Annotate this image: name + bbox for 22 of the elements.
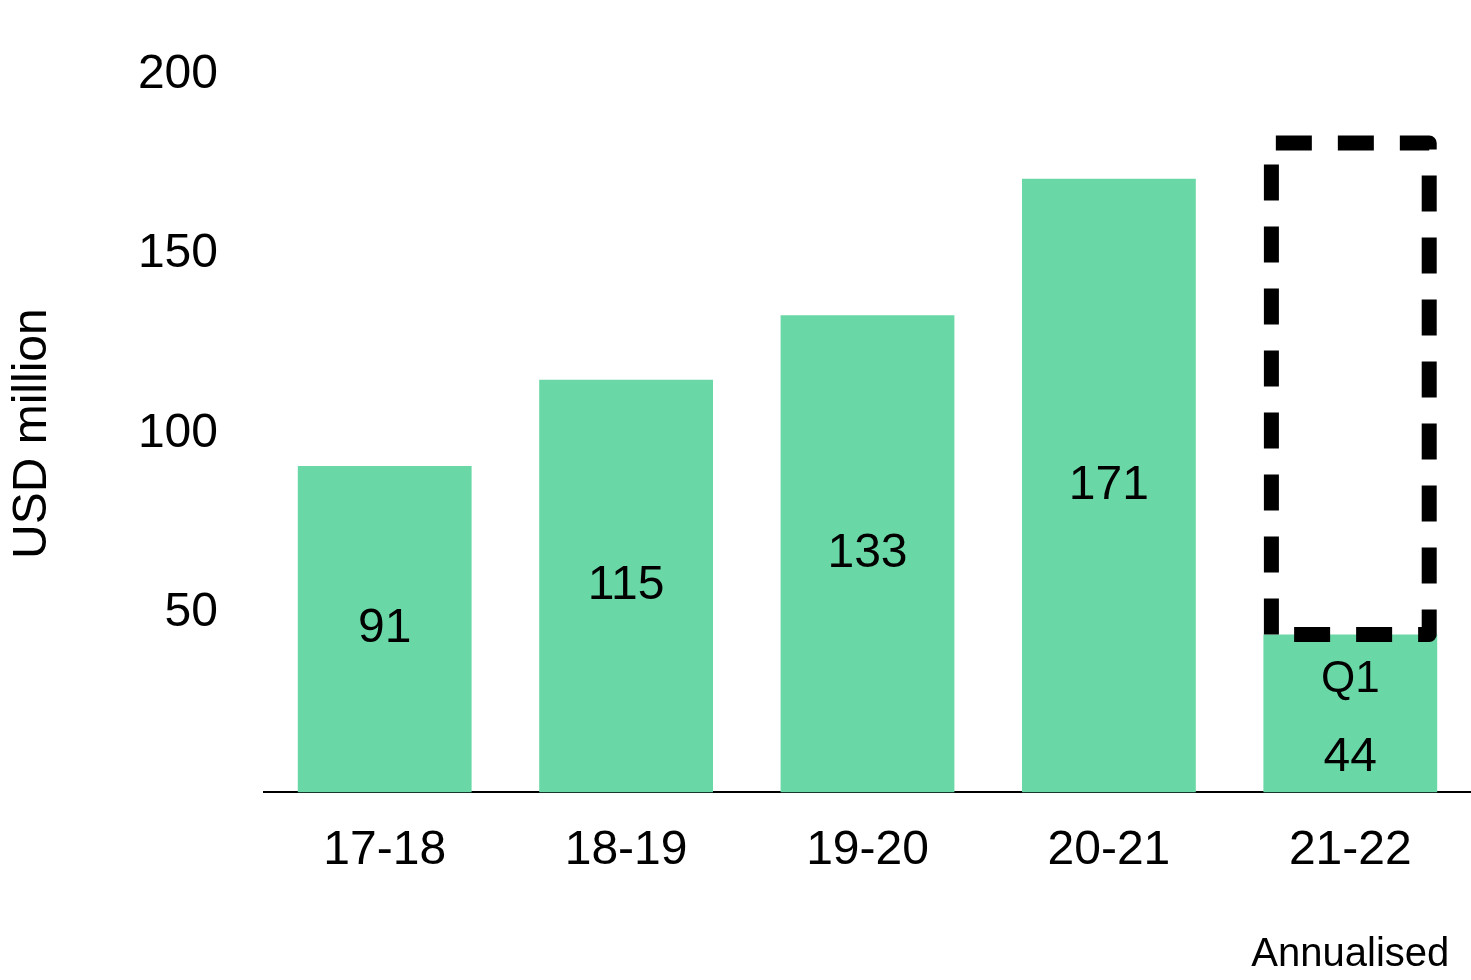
x-tick-label: 19-20: [806, 821, 929, 875]
bar: [297, 465, 472, 793]
data-label: 91: [358, 599, 412, 653]
data-label: 171: [1068, 455, 1149, 509]
bar: [1263, 634, 1438, 793]
annotation: Q1: [1320, 651, 1380, 701]
y-tick-label: 200: [137, 45, 218, 99]
x-tick-label: 20-21: [1047, 821, 1171, 875]
y-tick-label: 150: [137, 224, 218, 278]
x-tick-label: 17-18: [323, 821, 447, 875]
data-label: 115: [587, 556, 665, 610]
bar: [780, 315, 955, 793]
data-label: 44: [1323, 727, 1377, 781]
x-tick-label: 21-22: [1288, 821, 1412, 875]
y-axis-title: USD million: [3, 308, 57, 559]
text: Annualised: [1251, 930, 1450, 975]
x-tick-label: 18-19: [564, 821, 688, 875]
data-label: 133: [827, 524, 908, 578]
y-tick-label: 50: [164, 583, 218, 637]
bar: [1022, 178, 1196, 793]
bar: [539, 379, 713, 793]
y-tick-label: 100: [137, 403, 218, 457]
